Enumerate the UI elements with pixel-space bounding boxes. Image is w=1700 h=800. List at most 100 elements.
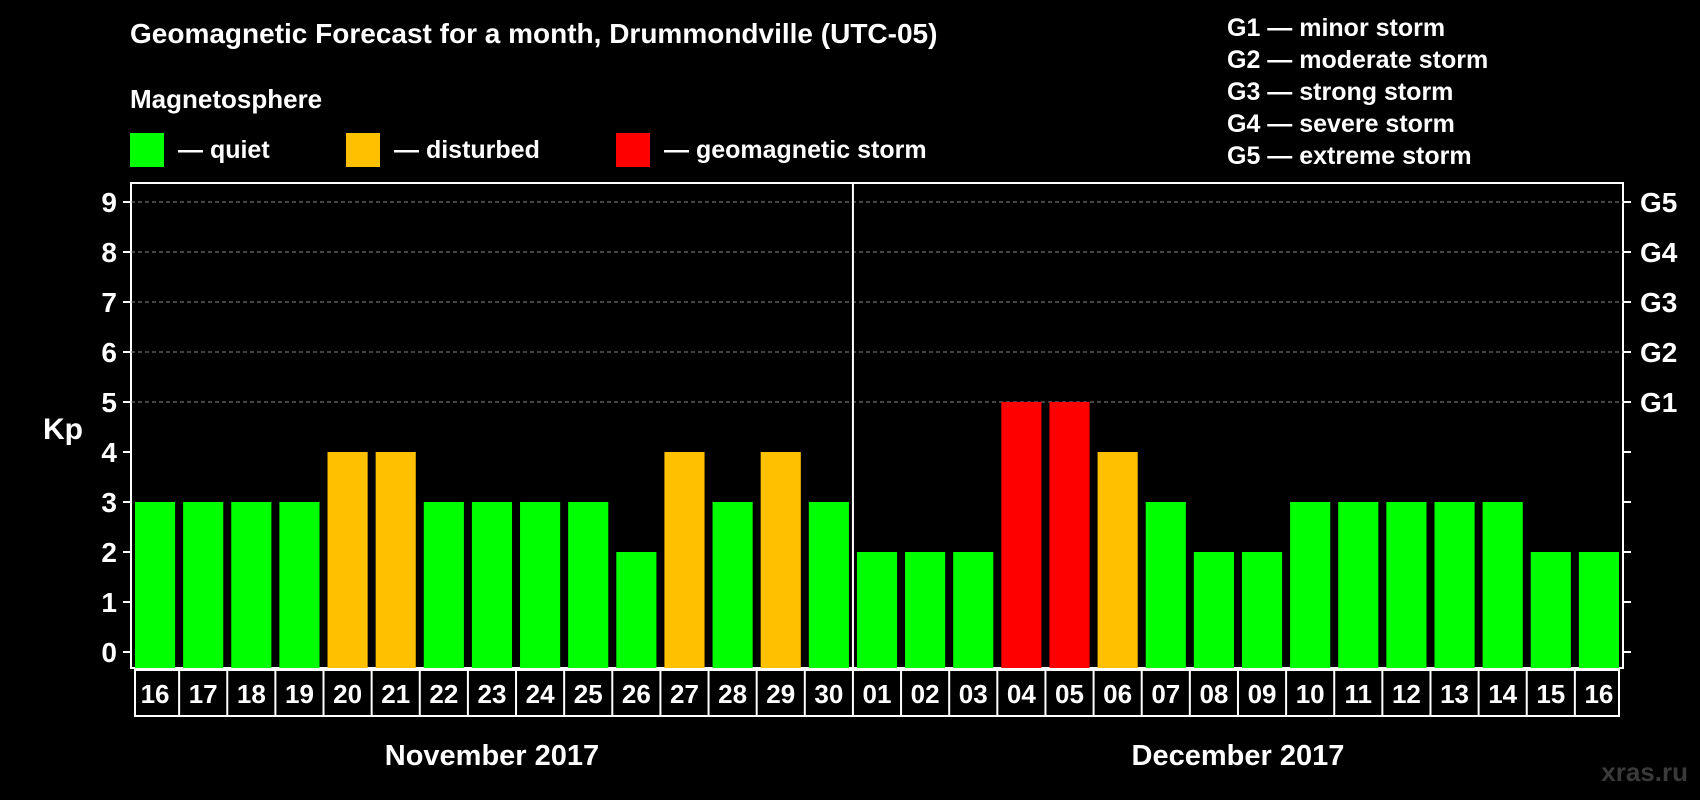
x-tick-label: 01 [863,679,892,709]
x-tick-label: 07 [1151,679,1180,709]
bar [568,502,609,668]
legend-label-quiet: — quiet [178,135,270,164]
g-level-item: G4 — severe storm [1227,110,1455,138]
x-tick-label: 08 [1199,679,1228,709]
x-tick-label: 06 [1103,679,1132,709]
legend-disturbed: — disturbed [346,133,540,167]
x-tick-label: 17 [189,679,218,709]
legend-label-disturbed: — disturbed [394,135,540,164]
y-tick-label: 9 [101,187,117,218]
bar [1001,402,1042,668]
x-tick-label: 16 [141,679,170,709]
bar [712,502,753,668]
legend-swatch-quiet [130,133,164,167]
y-axis-label: Kp [43,413,83,446]
bar [1290,502,1331,668]
bar [808,502,849,668]
bar [1338,502,1379,668]
x-tick-label: 26 [622,679,651,709]
x-tick-label: 29 [766,679,795,709]
date-row-frame [134,669,1620,717]
bar [279,502,320,668]
y-tick-label: 4 [101,437,117,468]
g-level-item: G3 — strong storm [1227,78,1454,106]
x-tick-label: 24 [526,679,555,709]
month-label: November 2017 [385,740,599,772]
g-axis-label: G3 [1640,287,1677,318]
chart-title: Geomagnetic Forecast for a month, Drummo… [130,18,938,49]
x-tick-label: 20 [333,679,362,709]
y-tick-label: 5 [101,387,117,418]
magnetosphere-label: Magnetosphere [130,84,323,114]
watermark: xras.ru [1601,757,1688,787]
bar [423,502,464,668]
bar [1386,502,1427,668]
x-tick-label: 30 [814,679,843,709]
g-axis-label: G5 [1640,187,1677,218]
x-tick-label: 04 [1007,679,1036,709]
x-tick-label: 23 [478,679,507,709]
legend-label-storm: — geomagnetic storm [664,135,927,164]
g-axis-label: G2 [1640,337,1677,368]
x-tick-label: 27 [670,679,699,709]
bar [375,452,416,668]
x-tick-label: 11 [1345,679,1373,709]
bar [1049,402,1090,668]
bar [760,452,801,668]
x-tick-label: 18 [237,679,266,709]
x-tick-label: 10 [1296,679,1325,709]
bar [135,502,176,668]
bar [1482,502,1523,668]
g-axis-label: G4 [1640,237,1678,268]
bar [1241,552,1283,668]
g-level-item: G1 — minor storm [1227,14,1446,42]
bar [1097,452,1138,668]
bar [1193,552,1234,668]
bar [1530,552,1571,668]
x-tick-label: 14 [1488,679,1517,709]
g-axis-label: G1 [1640,387,1677,418]
y-tick-label: 7 [101,287,117,318]
y-tick-label: 1 [101,587,117,618]
legend-swatch-disturbed [346,133,380,167]
month-label: December 2017 [1132,740,1345,772]
bar [1578,552,1619,668]
legend-swatch-storm [616,133,650,167]
x-tick-label: 12 [1392,679,1421,709]
bar [953,552,994,668]
y-tick-label: 0 [101,637,117,668]
x-tick-label: 28 [718,679,747,709]
bar [616,552,657,668]
bar [1145,502,1186,668]
bar [183,502,224,668]
g-level-item: G2 — moderate storm [1227,46,1489,74]
y-tick-label: 3 [101,487,117,518]
x-tick-label: 03 [959,679,988,709]
x-tick-label: 21 [381,679,410,709]
x-tick-label: 15 [1536,679,1565,709]
bar [856,552,898,668]
x-tick-label: 13 [1440,679,1469,709]
x-tick-label: 02 [911,679,940,709]
bar [905,552,946,668]
x-tick-label: 16 [1584,679,1613,709]
x-tick-label: 05 [1055,679,1084,709]
y-tick-label: 6 [101,337,117,368]
legend-quiet: — quiet [130,133,270,167]
bar [327,452,368,668]
g-level-item: G5 — extreme storm [1227,142,1472,170]
x-tick-label: 09 [1248,679,1277,709]
x-tick-label: 22 [429,679,458,709]
y-tick-label: 2 [101,537,117,568]
legend-storm: — geomagnetic storm [616,133,927,167]
bar [520,502,561,668]
bar [231,502,272,668]
bar [1434,502,1475,668]
bar [471,502,513,668]
g-level-legend: G1 — minor storm G2 — moderate storm G3 … [1227,12,1488,172]
x-tick-label: 25 [574,679,603,709]
x-tick-label: 19 [285,679,314,709]
y-tick-label: 8 [101,237,117,268]
bar [664,452,705,668]
